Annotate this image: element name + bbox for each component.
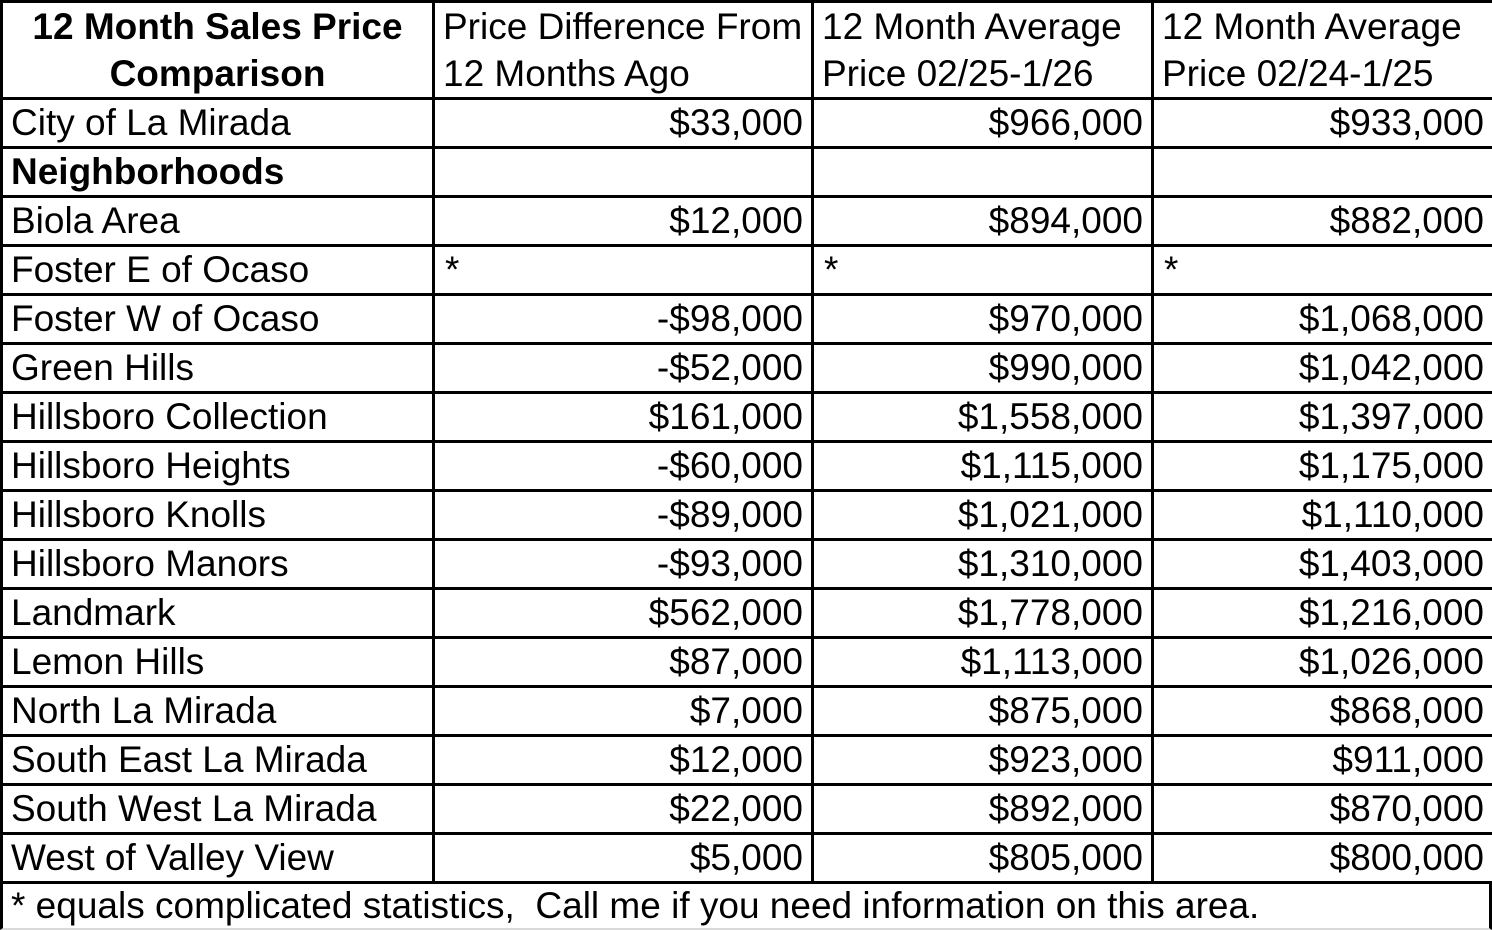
header-price-difference-line1: Price Difference From: [443, 6, 803, 47]
avg-price-current-cell: *: [811, 244, 1154, 296]
avg-price-current-cell: $805,000: [811, 832, 1154, 884]
price-difference-cell: $22,000: [432, 783, 814, 835]
area-name-cell: Lemon Hills: [0, 636, 435, 688]
avg-price-prior-cell: $1,216,000: [1151, 587, 1492, 639]
price-difference-cell: $7,000: [432, 685, 814, 737]
avg-price-prior-cell: $1,042,000: [1151, 342, 1492, 394]
avg-price-prior-cell: $1,403,000: [1151, 538, 1492, 590]
area-name-cell: Hillsboro Heights: [0, 440, 435, 492]
avg-price-prior-cell: $870,000: [1151, 783, 1492, 835]
header-avg-price-prior-line2: Price 02/24-1/25: [1162, 53, 1434, 94]
avg-price-current-cell: $1,558,000: [811, 391, 1154, 443]
avg-price-prior-cell: $1,175,000: [1151, 440, 1492, 492]
avg-price-current-cell: [811, 146, 1154, 198]
header-avg-price-prior: 12 Month Average Price 02/24-1/25: [1151, 0, 1492, 100]
avg-price-current-cell: $966,000: [811, 97, 1154, 149]
price-difference-cell: -$98,000: [432, 293, 814, 345]
avg-price-prior-cell: $882,000: [1151, 195, 1492, 247]
avg-price-current-cell: $875,000: [811, 685, 1154, 737]
table-row: Neighborhoods: [0, 146, 1492, 198]
table-row: Lemon Hills $87,000 $1,113,000 $1,026,00…: [0, 636, 1492, 688]
header-avg-price-current-line2: Price 02/25-1/26: [822, 53, 1094, 94]
area-name-cell: Hillsboro Collection: [0, 391, 435, 443]
table-row: South West La Mirada $22,000 $892,000 $8…: [0, 783, 1492, 835]
price-difference-cell: -$60,000: [432, 440, 814, 492]
price-difference-cell: $87,000: [432, 636, 814, 688]
avg-price-current-cell: $894,000: [811, 195, 1154, 247]
avg-price-prior-cell: $1,026,000: [1151, 636, 1492, 688]
table-row: Hillsboro Heights -$60,000 $1,115,000 $1…: [0, 440, 1492, 492]
price-difference-cell: $12,000: [432, 734, 814, 786]
price-difference-cell: -$93,000: [432, 538, 814, 590]
price-difference-cell: $5,000: [432, 832, 814, 884]
table-row: South East La Mirada $12,000 $923,000 $9…: [0, 734, 1492, 786]
area-name-cell: Foster E of Ocaso: [0, 244, 435, 296]
avg-price-prior-cell: [1151, 146, 1492, 198]
avg-price-prior-cell: $911,000: [1151, 734, 1492, 786]
price-difference-cell: $562,000: [432, 587, 814, 639]
header-comparison-line2: Comparison: [109, 53, 326, 94]
price-difference-cell: -$52,000: [432, 342, 814, 394]
avg-price-current-cell: $1,310,000: [811, 538, 1154, 590]
header-price-difference: Price Difference From 12 Months Ago: [432, 0, 814, 100]
price-difference-cell: -$89,000: [432, 489, 814, 541]
area-name-cell: West of Valley View: [0, 832, 435, 884]
table-row: Foster W of Ocaso -$98,000 $970,000 $1,0…: [0, 293, 1492, 345]
avg-price-prior-cell: *: [1151, 244, 1492, 296]
area-name-cell: City of La Mirada: [0, 97, 435, 149]
avg-price-current-cell: $1,115,000: [811, 440, 1154, 492]
price-difference-cell: *: [432, 244, 814, 296]
header-avg-price-prior-line1: 12 Month Average: [1162, 6, 1462, 47]
table-row: Biola Area $12,000 $894,000 $882,000: [0, 195, 1492, 247]
price-difference-cell: [432, 146, 814, 198]
footnote: * equals complicated statistics, Call me…: [0, 884, 1492, 930]
area-name-cell: North La Mirada: [0, 685, 435, 737]
header-row: 12 Month Sales Price Comparison Price Di…: [0, 0, 1492, 100]
avg-price-prior-cell: $1,397,000: [1151, 391, 1492, 443]
area-name-cell: Foster W of Ocaso: [0, 293, 435, 345]
avg-price-current-cell: $970,000: [811, 293, 1154, 345]
table-row: City of La Mirada $33,000 $966,000 $933,…: [0, 97, 1492, 149]
header-avg-price-current: 12 Month Average Price 02/25-1/26: [811, 0, 1154, 100]
header-avg-price-current-line1: 12 Month Average: [822, 6, 1122, 47]
avg-price-current-cell: $1,021,000: [811, 489, 1154, 541]
area-name-cell: Neighborhoods: [0, 146, 435, 198]
avg-price-current-cell: $1,113,000: [811, 636, 1154, 688]
table-row: Hillsboro Knolls -$89,000 $1,021,000 $1,…: [0, 489, 1492, 541]
area-name-cell: Landmark: [0, 587, 435, 639]
avg-price-prior-cell: $868,000: [1151, 685, 1492, 737]
header-comparison-line1: 12 Month Sales Price: [32, 6, 403, 47]
price-difference-cell: $33,000: [432, 97, 814, 149]
header-comparison-title: 12 Month Sales Price Comparison: [0, 0, 435, 100]
area-name-cell: Hillsboro Knolls: [0, 489, 435, 541]
table-row: Green Hills -$52,000 $990,000 $1,042,000: [0, 342, 1492, 394]
table-row: Landmark $562,000 $1,778,000 $1,216,000: [0, 587, 1492, 639]
table-row: Foster E of Ocaso * * *: [0, 244, 1492, 296]
area-name-cell: South West La Mirada: [0, 783, 435, 835]
table-row: West of Valley View $5,000 $805,000 $800…: [0, 832, 1492, 884]
table-row: Hillsboro Manors -$93,000 $1,310,000 $1,…: [0, 538, 1492, 590]
avg-price-prior-cell: $1,068,000: [1151, 293, 1492, 345]
area-name-cell: Biola Area: [0, 195, 435, 247]
sales-price-comparison-table: 12 Month Sales Price Comparison Price Di…: [0, 0, 1492, 884]
price-difference-cell: $161,000: [432, 391, 814, 443]
avg-price-current-cell: $923,000: [811, 734, 1154, 786]
avg-price-prior-cell: $933,000: [1151, 97, 1492, 149]
avg-price-current-cell: $892,000: [811, 783, 1154, 835]
area-name-cell: Hillsboro Manors: [0, 538, 435, 590]
avg-price-prior-cell: $1,110,000: [1151, 489, 1492, 541]
area-name-cell: Green Hills: [0, 342, 435, 394]
area-name-cell: South East La Mirada: [0, 734, 435, 786]
table-row: North La Mirada $7,000 $875,000 $868,000: [0, 685, 1492, 737]
avg-price-current-cell: $1,778,000: [811, 587, 1154, 639]
header-price-difference-line2: 12 Months Ago: [443, 53, 690, 94]
table-row: Hillsboro Collection $161,000 $1,558,000…: [0, 391, 1492, 443]
price-difference-cell: $12,000: [432, 195, 814, 247]
avg-price-prior-cell: $800,000: [1151, 832, 1492, 884]
avg-price-current-cell: $990,000: [811, 342, 1154, 394]
